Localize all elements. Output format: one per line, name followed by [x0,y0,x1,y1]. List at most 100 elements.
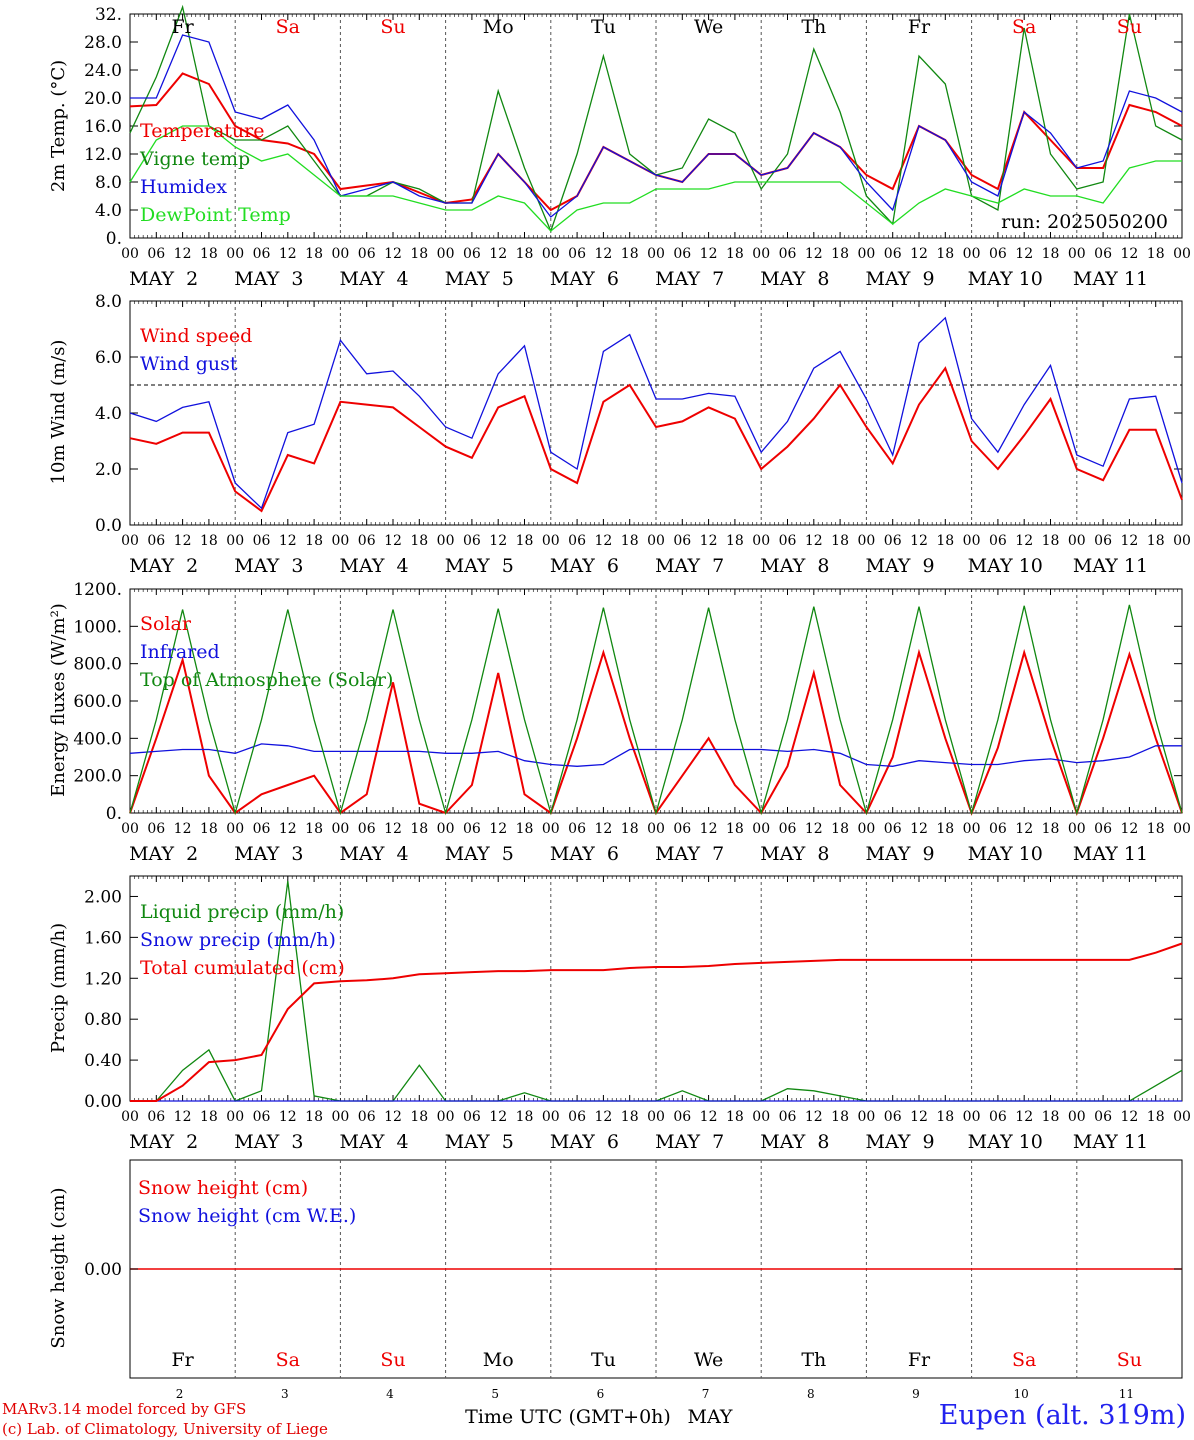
date-label: MAY 4 [340,268,409,290]
hour-label: 06 [463,246,481,262]
y-axis-label: Snow height (cm) [48,1187,69,1348]
hour-label: 00 [542,533,560,549]
hour-label: 18 [1042,1109,1060,1125]
y-tick-label: 0.0 [95,516,122,536]
hour-label: 12 [489,533,507,549]
legend-entry: Snow height (cm) [138,1177,308,1199]
y-tick-label: 1000. [73,617,122,637]
y-tick-label: 1.20 [84,969,122,989]
hour-label: 00 [857,821,875,837]
hour-label: 06 [673,821,691,837]
hour-label: 18 [1147,246,1165,262]
day-name: Mo [483,16,514,38]
hour-label: 18 [410,533,428,549]
hour-label: 18 [305,246,323,262]
day-name: Sa [276,1349,300,1371]
day-number: 6 [597,1387,605,1401]
hour-label: 06 [884,246,902,262]
y-tick-label: 1.60 [84,928,122,948]
hour-label: 12 [700,533,718,549]
hour-label: 06 [779,533,797,549]
y-tick-label: 2.00 [84,887,122,907]
date-label: MAY 6 [550,1131,619,1153]
date-label: MAY 4 [340,1131,409,1153]
hour-label: 12 [174,821,192,837]
y-tick-label: 600.0 [73,692,122,712]
hour-label: 12 [1120,1109,1138,1125]
hour-label: 00 [121,821,139,837]
day-name: Su [380,1349,405,1371]
date-label: MAY 3 [234,843,303,865]
hour-label: 06 [1094,533,1112,549]
hour-label: 06 [989,246,1007,262]
legend-entry: Humidex [140,176,227,198]
hour-label: 18 [410,1109,428,1125]
hour-label: 00 [647,533,665,549]
hour-label: 00 [1068,821,1086,837]
hour-label: 00 [121,533,139,549]
y-tick-label: 1200. [73,580,122,600]
hour-label: 18 [621,1109,639,1125]
model-credit: MARv3.14 model forced by GFS [2,1400,247,1418]
y-axis-label: 2m Temp. (°C) [48,60,69,192]
hour-label: 12 [279,533,297,549]
y-tick-label: 4.0 [95,201,122,221]
date-label: MAY 5 [445,555,514,577]
hour-label: 18 [1042,821,1060,837]
hour-label: 12 [489,246,507,262]
date-label: MAY 11 [1073,268,1148,290]
hour-label: 00 [963,533,981,549]
hour-label: 12 [594,533,612,549]
hour-label: 00 [1173,533,1191,549]
date-label: MAY 7 [655,268,724,290]
hour-label: 00 [647,1109,665,1125]
y-tick-label: 32. [95,5,122,25]
hour-label: 18 [410,821,428,837]
hour-label: 06 [463,821,481,837]
day-name: Sa [1012,1349,1036,1371]
hour-label: 00 [963,821,981,837]
hour-label: 18 [1042,246,1060,262]
day-number: 8 [807,1387,815,1401]
date-label: MAY 7 [655,843,724,865]
legend-entry: Infrared [140,641,220,663]
series-line-2 [129,604,1183,816]
date-label: MAY 5 [445,268,514,290]
y-tick-label: 4.0 [95,404,122,424]
date-label: MAY 3 [234,555,303,577]
hour-label: 00 [1173,246,1191,262]
hour-label: 12 [279,1109,297,1125]
hour-label: 00 [647,821,665,837]
day-number: 9 [912,1387,920,1401]
hour-label: 06 [989,533,1007,549]
day-number: 11 [1119,1387,1134,1401]
hour-label: 12 [384,1109,402,1125]
hour-label: 06 [673,533,691,549]
hour-label: 18 [726,533,744,549]
y-tick-label: 12.0 [84,145,122,165]
legend-entry: Top of Atmosphere (Solar) [140,669,393,691]
hour-label: 18 [200,821,218,837]
hour-label: 18 [200,533,218,549]
hour-label: 18 [831,821,849,837]
hour-label: 00 [121,1109,139,1125]
hour-label: 06 [568,1109,586,1125]
hour-label: 00 [857,1109,875,1125]
date-label: MAY 11 [1073,843,1148,865]
date-label: MAY 10 [968,555,1043,577]
hour-label: 12 [1015,533,1033,549]
hour-label: 00 [752,1109,770,1125]
day-name: Fr [171,1349,194,1371]
hour-label: 00 [331,1109,349,1125]
hour-label: 06 [358,246,376,262]
hour-label: 12 [384,246,402,262]
hour-label: 00 [963,1109,981,1125]
hour-label: 18 [621,821,639,837]
hour-label: 00 [542,1109,560,1125]
hour-label: 06 [989,1109,1007,1125]
hour-label: 06 [673,1109,691,1125]
hour-label: 00 [857,533,875,549]
day-number: 3 [281,1387,289,1401]
panel-frame-1 [129,300,1183,526]
hour-label: 18 [831,533,849,549]
